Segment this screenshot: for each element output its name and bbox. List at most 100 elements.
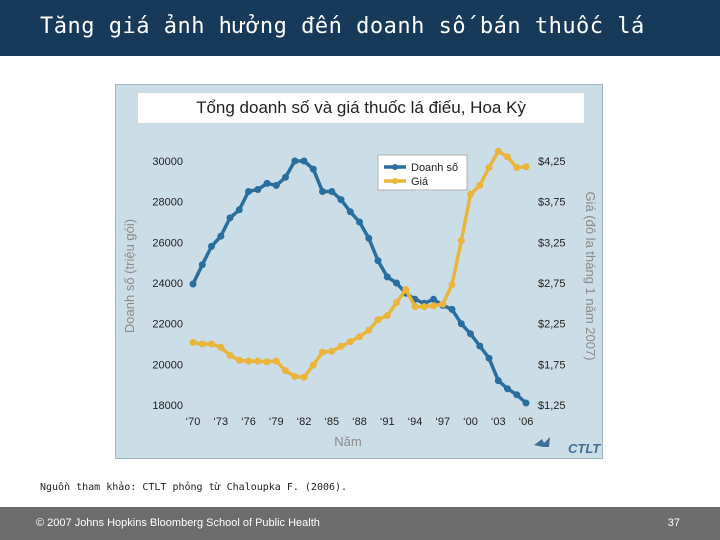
data-point-sales — [430, 295, 437, 303]
data-point-price — [254, 357, 262, 365]
y2-tick-label: $2,25 — [538, 319, 566, 331]
x-tick-label: ‘73 — [213, 416, 228, 428]
data-point-price — [430, 302, 437, 310]
y-tick-label: 22000 — [152, 319, 183, 331]
data-point-sales — [513, 391, 521, 399]
data-point-price — [504, 153, 511, 161]
data-point-sales — [467, 330, 474, 338]
data-point-price — [457, 237, 465, 245]
data-point-sales — [245, 188, 252, 195]
data-point-sales — [189, 280, 197, 288]
data-point-sales — [235, 206, 243, 214]
y2-tick-label: $2,75 — [538, 278, 566, 290]
data-point-sales — [476, 342, 484, 350]
data-point-sales — [356, 218, 363, 226]
y-axis-label: Doanh số (triệu gói) — [122, 219, 137, 333]
chart-figure: Tổng doanh số và giá thuốc lá điếu, Hoa … — [115, 84, 603, 459]
y2-tick-label: $1,25 — [538, 400, 566, 412]
data-point-price — [282, 367, 289, 375]
x-tick-label: ‘03 — [491, 416, 506, 428]
data-point-sales — [217, 232, 225, 240]
data-point-price — [494, 147, 502, 155]
data-point-sales — [226, 214, 234, 222]
y-tick-label: 20000 — [152, 359, 183, 371]
legend-marker — [392, 178, 398, 184]
page-number: 37 — [667, 517, 680, 529]
y2-tick-label: $3,75 — [538, 197, 566, 209]
data-point-price — [522, 163, 530, 171]
data-point-sales — [208, 242, 215, 250]
legend-box — [377, 154, 468, 191]
data-point-sales — [504, 385, 511, 393]
data-point-sales — [319, 188, 326, 195]
x-tick-label: ‘00 — [463, 416, 478, 428]
data-point-sales — [328, 188, 336, 195]
y2-tick-label: $3,25 — [538, 237, 566, 249]
data-point-price — [272, 357, 280, 365]
legend-marker — [392, 164, 398, 170]
data-point-price — [300, 373, 308, 381]
data-point-sales — [198, 261, 206, 269]
x-tick-label: ‘79 — [269, 416, 284, 428]
x-tick-label: ‘94 — [408, 416, 423, 428]
data-point-price — [346, 338, 354, 346]
data-point-price — [383, 312, 391, 319]
data-point-sales — [457, 320, 465, 328]
data-point-price — [356, 333, 363, 341]
data-point-sales — [337, 196, 345, 204]
data-point-price — [319, 348, 326, 356]
data-point-sales — [272, 181, 280, 189]
data-point-price — [263, 358, 271, 366]
data-point-price — [217, 343, 225, 351]
data-point-sales — [291, 157, 299, 165]
data-point-price — [467, 190, 474, 198]
copyright-text: © 2007 Johns Hopkins Bloomberg School of… — [36, 517, 320, 529]
x-tick-label: ‘85 — [324, 416, 339, 428]
data-point-price — [365, 326, 373, 334]
legend-label: Doanh số — [411, 162, 458, 174]
slide-title: Tăng giá ảnh hưởng đến doanh số bán thuố… — [40, 14, 645, 39]
data-point-sales — [522, 399, 530, 407]
y2-tick-label: $4,25 — [538, 156, 566, 168]
data-point-price — [393, 299, 400, 306]
data-point-price — [476, 181, 484, 189]
data-point-price — [208, 340, 215, 348]
line-chart: 18000 20000 22000 24000 26000 28000 30000 $1,25… — [122, 147, 601, 456]
y-tick-label: 30000 — [152, 156, 183, 168]
y-tick-label: 24000 — [152, 278, 183, 290]
data-point-sales — [383, 273, 391, 281]
data-point-price — [226, 351, 234, 359]
data-point-sales — [263, 179, 271, 187]
data-point-sales — [448, 305, 456, 313]
series-line-sales — [191, 159, 528, 405]
data-point-sales — [282, 173, 289, 181]
slide-footer: © 2007 Johns Hopkins Bloomberg School of… — [0, 507, 720, 540]
data-point-price — [439, 300, 447, 308]
data-point-price — [245, 357, 252, 365]
data-point-price — [411, 303, 419, 311]
data-point-price — [235, 356, 243, 364]
y2-tick-label: $1,75 — [538, 359, 566, 371]
legend-label: Giá — [411, 176, 429, 188]
y-tick-label: 26000 — [152, 237, 183, 249]
data-point-price — [291, 373, 299, 380]
x-tick-label: ‘97 — [435, 416, 450, 428]
x-tick-label: ‘76 — [241, 416, 256, 428]
x-tick-label: ‘70 — [186, 416, 201, 428]
data-point-price — [198, 340, 206, 348]
x-axis-label: Năm — [334, 434, 361, 449]
data-point-price — [485, 164, 493, 171]
ctlt-logo: CTLT — [568, 441, 601, 456]
data-point-sales — [254, 186, 262, 193]
data-point-price — [420, 303, 428, 311]
data-point-price — [448, 281, 456, 289]
x-tick-label: ‘91 — [380, 416, 395, 428]
x-tick-label: ‘82 — [297, 416, 312, 428]
data-point-sales — [346, 208, 354, 216]
source-note: Nguồn tham khảo: CTLT phỏng từ Chaloupka… — [40, 482, 348, 493]
slide-header: Tăng giá ảnh hưởng đến doanh số bán thuố… — [0, 0, 720, 56]
y-tick-label: 18000 — [152, 400, 183, 412]
y-tick-label: 28000 — [152, 197, 183, 209]
data-point-price — [328, 347, 336, 355]
data-point-price — [309, 361, 317, 369]
